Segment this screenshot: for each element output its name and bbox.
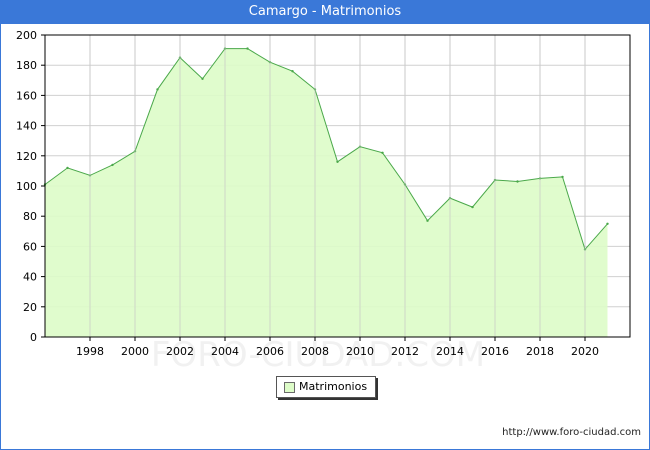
data-point (336, 160, 339, 163)
legend: Matrimonios (276, 376, 376, 398)
y-tick-label: 100 (16, 180, 37, 193)
x-tick-label: 2002 (166, 345, 194, 358)
data-point (426, 219, 429, 222)
y-tick-label: 80 (23, 210, 37, 223)
watermark: FORO-CIUDAD.COM (151, 335, 485, 375)
chart-title: Camargo - Matrimonios (0, 0, 650, 24)
y-tick-label: 20 (23, 301, 37, 314)
data-point (66, 166, 69, 170)
y-tick-label: 140 (16, 120, 37, 133)
data-point (111, 163, 114, 167)
y-tick-label: 160 (16, 89, 37, 102)
x-tick-label: 2016 (481, 345, 509, 358)
x-tick-label: 2020 (571, 345, 599, 358)
x-tick-label: 2014 (436, 345, 464, 358)
plot-border (44, 34, 631, 338)
x-tick-label: 2018 (526, 345, 554, 358)
y-tick-label: 200 (16, 29, 37, 42)
y-tick-label: 180 (16, 59, 37, 72)
series-area-fill (45, 48, 608, 337)
data-point (516, 180, 519, 183)
y-tick-label: 120 (16, 150, 37, 163)
x-tick-label: 2012 (391, 345, 419, 358)
source-link[interactable]: http://www.foro-ciudad.com (502, 427, 641, 438)
x-tick-label: 2000 (121, 345, 149, 358)
data-point (606, 222, 609, 225)
y-tick-label: 40 (23, 271, 37, 284)
legend-label: Matrimonios (299, 380, 368, 393)
y-tick-label: 60 (23, 240, 37, 253)
legend-swatch (284, 382, 295, 393)
data-point (381, 151, 384, 154)
data-point (291, 70, 294, 73)
data-point (246, 47, 249, 50)
x-tick-label: 1998 (76, 345, 104, 358)
series-line (44, 48, 608, 251)
data-point (156, 88, 159, 91)
data-point (201, 77, 204, 81)
x-tick-label: 2006 (256, 345, 284, 358)
data-point (561, 175, 564, 179)
x-tick-label: 2010 (346, 345, 374, 358)
x-tick-label: 2008 (301, 345, 329, 358)
x-tick-label: 2004 (211, 345, 239, 358)
data-point (471, 205, 474, 209)
y-tick-label: 0 (30, 331, 37, 344)
